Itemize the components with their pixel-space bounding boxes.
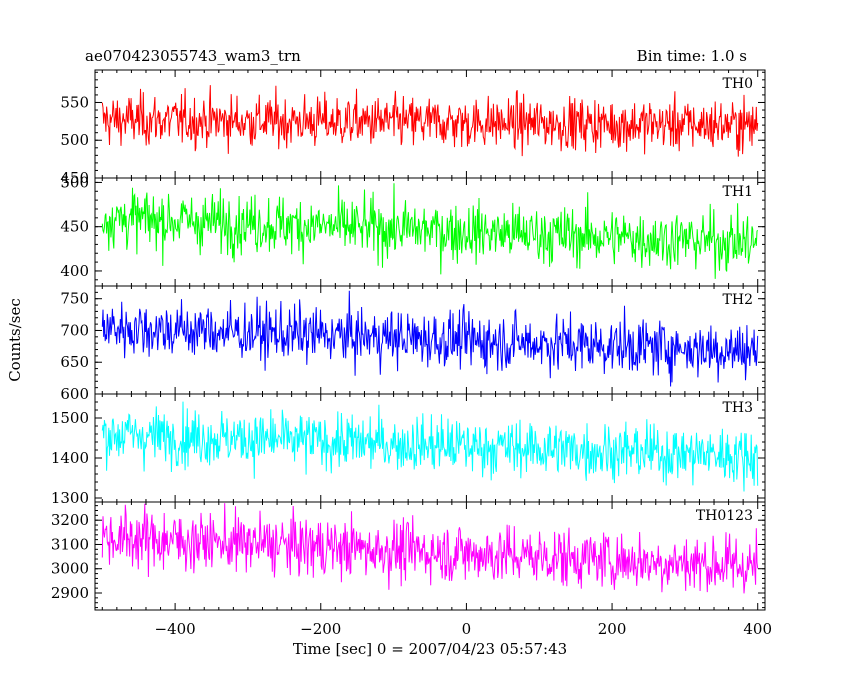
y-tick-label: 400 xyxy=(60,262,89,280)
y-tick-label: 450 xyxy=(60,169,89,187)
y-tick-label: 3200 xyxy=(51,511,89,529)
series-line-th3 xyxy=(101,401,759,492)
series-line-th0123 xyxy=(101,503,759,594)
series-line-th0 xyxy=(101,85,759,157)
y-tick-label: 1300 xyxy=(51,489,89,507)
panel-label-th0123: TH0123 xyxy=(696,508,753,524)
y-tick-label: 3100 xyxy=(51,535,89,553)
y-tick-label: 3000 xyxy=(51,560,89,578)
y-tick-label: 750 xyxy=(60,290,89,308)
bin-time-label: Bin time: 1.0 s xyxy=(637,47,747,65)
panel-label-th2: TH2 xyxy=(723,292,753,308)
y-tick-label: 1400 xyxy=(51,449,89,467)
x-tick-label: 0 xyxy=(462,620,472,638)
y-tick-label: 550 xyxy=(60,93,89,111)
y-tick-label: 600 xyxy=(60,385,89,403)
x-axis-label: Time [sec] 0 = 2007/04/23 05:57:43 xyxy=(293,640,567,658)
x-tick-label: 400 xyxy=(743,620,772,638)
x-tick-label: 200 xyxy=(598,620,627,638)
panel-label-th0: TH0 xyxy=(723,76,753,92)
y-tick-label: 700 xyxy=(60,321,89,339)
x-tick-label: −200 xyxy=(300,620,341,638)
y-axis-label: Counts/sec xyxy=(6,298,24,382)
plot-title: ae070423055743_wam3_trn xyxy=(85,47,301,65)
series-line-th1 xyxy=(101,183,759,279)
panel-label-th1: TH1 xyxy=(723,184,753,200)
x-tick-label: −400 xyxy=(155,620,196,638)
panel-label-th3: TH3 xyxy=(723,400,753,416)
panel-frame-th0123 xyxy=(94,501,766,611)
y-tick-label: 650 xyxy=(60,353,89,371)
y-tick-label: 500 xyxy=(60,131,89,149)
y-tick-label: 450 xyxy=(60,218,89,236)
y-tick-label: 1500 xyxy=(51,409,89,427)
series-line-th2 xyxy=(101,290,759,387)
y-tick-label: 500 xyxy=(60,173,89,191)
panel-frame-th3 xyxy=(94,393,766,503)
y-tick-label: 2900 xyxy=(51,584,89,602)
